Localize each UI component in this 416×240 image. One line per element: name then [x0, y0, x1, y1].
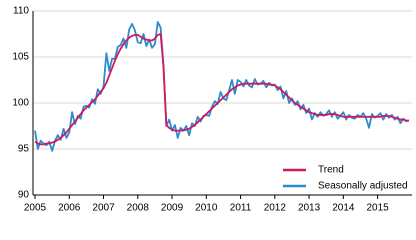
y-tick-label: 105 [12, 52, 29, 63]
y-tick-label: 95 [18, 144, 30, 155]
x-tick-label: 2015 [366, 203, 389, 214]
chart: 90 95 100 105 110 2005 2006 2007 2008 2009 2010 201… [12, 6, 412, 214]
y-tick-label: 110 [13, 6, 29, 17]
series-line [34, 33, 409, 146]
x-tick-label: 2006 [58, 203, 81, 214]
x-tick-label: 2008 [127, 203, 150, 214]
x-tick-label: 2007 [92, 203, 115, 214]
x-tick-label: 2013 [298, 203, 321, 214]
legend-label: Seasonally adjusted [318, 181, 408, 192]
x-tick-label: 2012 [264, 203, 287, 214]
y-tick-label: 100 [12, 98, 29, 109]
x-tick-label: 2014 [332, 203, 355, 214]
x-tick-label: 2010 [195, 203, 218, 214]
x-tick-label: 2005 [24, 203, 47, 214]
legend-label: Trend [318, 165, 344, 176]
y-tick-label: 90 [18, 190, 30, 201]
series-line [34, 21, 410, 152]
x-tick-label: 2009 [161, 203, 184, 214]
x-tick-label: 2011 [230, 203, 252, 214]
